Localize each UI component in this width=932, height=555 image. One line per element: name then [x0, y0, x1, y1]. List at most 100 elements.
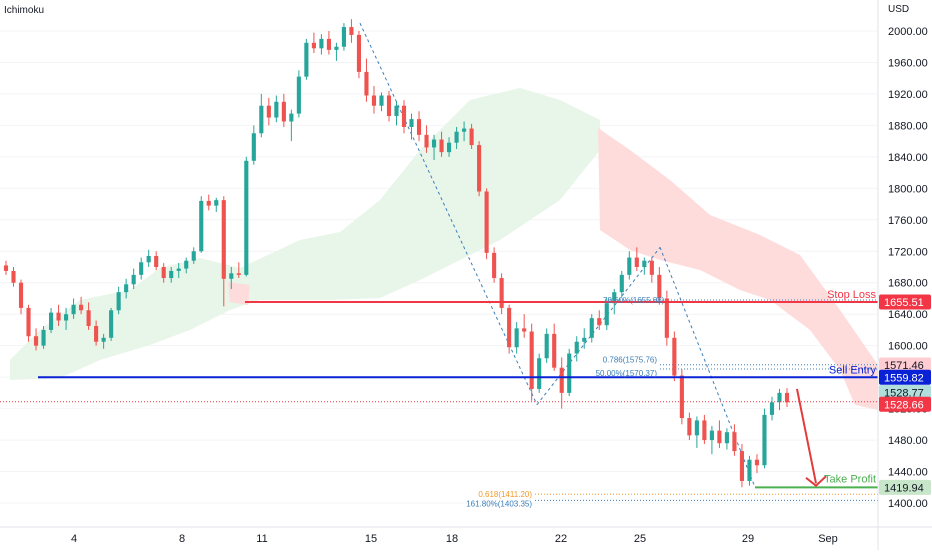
fib-618-label: 0.618(1411.20): [478, 490, 532, 499]
candle-body: [56, 312, 61, 321]
y-tick-label: 1600.00: [888, 341, 928, 353]
x-tick-label: 18: [446, 533, 458, 545]
candle-body: [33, 336, 39, 346]
candle-body: [79, 304, 84, 311]
candle-body: [251, 133, 256, 161]
current-a-price: 1528.77: [884, 387, 924, 399]
y-tick-label: 1480.00: [888, 435, 928, 447]
candle-body: [709, 430, 714, 441]
candle-body: [657, 274, 662, 299]
candle-body: [634, 257, 639, 267]
candle-body: [281, 101, 286, 122]
y-tick-label: 1760.00: [888, 215, 928, 227]
x-tick-label: 4: [71, 533, 77, 545]
candle-body: [694, 420, 699, 436]
candle-body: [236, 273, 241, 275]
entry-price: 1559.82: [884, 372, 924, 384]
candle-body: [26, 307, 31, 337]
levels: [0, 300, 878, 489]
candle-body: [206, 200, 211, 206]
candle-body: [559, 367, 564, 393]
y-tick-label: 1920.00: [888, 89, 928, 101]
candle-body: [394, 105, 399, 116]
candles: [3, 19, 790, 488]
fib-1618-label: 161.80%(1403.35): [466, 499, 532, 508]
stop-loss-price: 1655.51: [884, 297, 924, 309]
entry-price-tag: 1559.82: [879, 369, 931, 385]
candle-body: [747, 459, 752, 481]
candle-body: [296, 76, 301, 114]
candle-body: [514, 328, 519, 348]
candle-body: [724, 432, 729, 444]
candle-body: [507, 307, 512, 348]
candle-body: [552, 333, 557, 368]
candle-body: [356, 34, 362, 72]
candle-body: [124, 284, 129, 293]
candle-body: [184, 260, 189, 269]
x-tick-label: 25: [634, 533, 646, 545]
candle-body: [266, 105, 271, 118]
candle-body: [349, 27, 354, 35]
y-tick-label: 1640.00: [888, 309, 928, 321]
candle-body: [311, 42, 316, 49]
candle-body: [537, 358, 542, 389]
y-tick-label: 1680.00: [888, 278, 928, 290]
indicator-label: Ichimoku: [4, 5, 45, 16]
candle-body: [447, 142, 452, 153]
candle-body: [259, 105, 264, 134]
candle-body: [116, 292, 121, 311]
x-tick-label: 15: [365, 533, 377, 545]
x-tick-label: Sep: [818, 533, 838, 545]
candle-body: [754, 459, 760, 466]
candle-body: [401, 105, 407, 127]
take-profit-label: Take Profit: [824, 473, 876, 485]
candle-body: [18, 282, 24, 308]
candle-body: [687, 418, 692, 436]
y-tick-label: 1800.00: [888, 183, 928, 195]
candle-body: [492, 252, 497, 279]
candle-body: [364, 71, 369, 96]
candle-body: [477, 145, 482, 192]
candle-body: [431, 139, 437, 148]
candle-body: [154, 255, 159, 267]
candle-body: [589, 318, 594, 338]
candle-body: [769, 402, 775, 415]
x-tick-label: 29: [742, 533, 754, 545]
candle-body: [717, 430, 722, 444]
candle-body: [739, 451, 745, 481]
y-tick-label: 1880.00: [888, 120, 928, 132]
candle-body: [702, 420, 707, 441]
ichimoku-cloud: [10, 88, 878, 410]
candle-body: [48, 312, 54, 330]
green-cloud: [10, 88, 600, 380]
candle-body: [319, 38, 324, 49]
x-tick-label: 22: [555, 533, 567, 545]
red-cloud: [598, 128, 878, 410]
take-profit-price: 1419.94: [884, 482, 924, 494]
candle-body: [416, 119, 422, 135]
candle-body: [784, 392, 790, 403]
y-tick-label: 1720.00: [888, 246, 928, 258]
candle-body: [762, 414, 767, 466]
take-profit-price-tag: 1419.94: [879, 479, 931, 495]
projection-arrow-line: [796, 388, 817, 484]
candle-body: [244, 160, 249, 275]
candle-body: [326, 38, 331, 50]
candle-body: [777, 392, 782, 403]
candle-body: [619, 274, 624, 293]
y-tick-label: 1840.00: [888, 152, 928, 164]
candle-body: [229, 273, 234, 279]
candle-body: [139, 262, 144, 275]
candle-body: [469, 128, 474, 146]
candle-body: [649, 260, 654, 275]
candle-body: [101, 337, 106, 342]
current-b-price: 1528.66: [884, 399, 924, 411]
red-cloud-small: [228, 282, 250, 305]
candle-body: [334, 46, 339, 50]
x-tick-label: 11: [256, 533, 267, 545]
y-tick-label: 1960.00: [888, 57, 928, 69]
candle-body: [574, 341, 579, 354]
candle-body: [341, 27, 346, 47]
